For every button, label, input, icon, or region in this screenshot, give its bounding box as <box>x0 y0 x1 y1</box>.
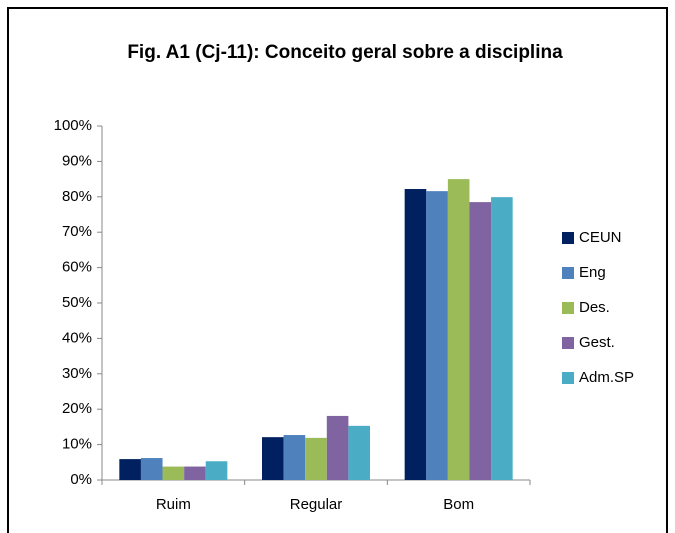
y-tick-label: 100% <box>54 117 92 134</box>
chart-title: Fig. A1 (Cj-11): Conceito geral sobre a … <box>127 42 563 63</box>
x-tick-label: Ruim <box>156 496 191 513</box>
legend-label: Adm.SP <box>579 369 634 386</box>
y-tick-label: 70% <box>62 223 92 240</box>
legend-swatch <box>562 302 574 314</box>
legend-swatch <box>562 267 574 279</box>
bar <box>262 437 284 480</box>
bar <box>140 458 163 480</box>
legend-label: CEUN <box>579 229 622 246</box>
y-tick-label: 10% <box>62 436 92 453</box>
bar <box>348 425 370 480</box>
bar <box>426 191 448 481</box>
bar <box>447 179 470 480</box>
bar <box>184 466 206 480</box>
bar <box>305 437 327 480</box>
bar <box>205 461 228 480</box>
bar <box>119 459 141 480</box>
y-tick-label: 60% <box>62 259 92 276</box>
y-tick-label: 90% <box>62 152 92 169</box>
chart-border <box>7 7 668 533</box>
x-tick-label: Bom <box>443 496 474 513</box>
y-tick-label: 0% <box>70 471 92 488</box>
y-tick-label: 20% <box>62 400 92 417</box>
legend-swatch <box>562 337 574 349</box>
bar <box>283 435 306 480</box>
y-tick-label: 80% <box>62 188 92 205</box>
y-tick-label: 50% <box>62 294 92 311</box>
legend-swatch <box>562 372 574 384</box>
legend-label: Des. <box>579 299 610 316</box>
y-tick-label: 30% <box>62 365 92 382</box>
bar <box>326 415 349 480</box>
legend-swatch <box>562 232 574 244</box>
bar <box>162 466 185 480</box>
legend-label: Gest. <box>579 334 615 351</box>
bar <box>491 197 513 481</box>
x-tick-label: Regular <box>290 496 343 513</box>
bar <box>404 189 427 480</box>
legend-label: Eng <box>579 264 606 281</box>
bar <box>469 202 492 481</box>
y-tick-label: 40% <box>62 329 92 346</box>
